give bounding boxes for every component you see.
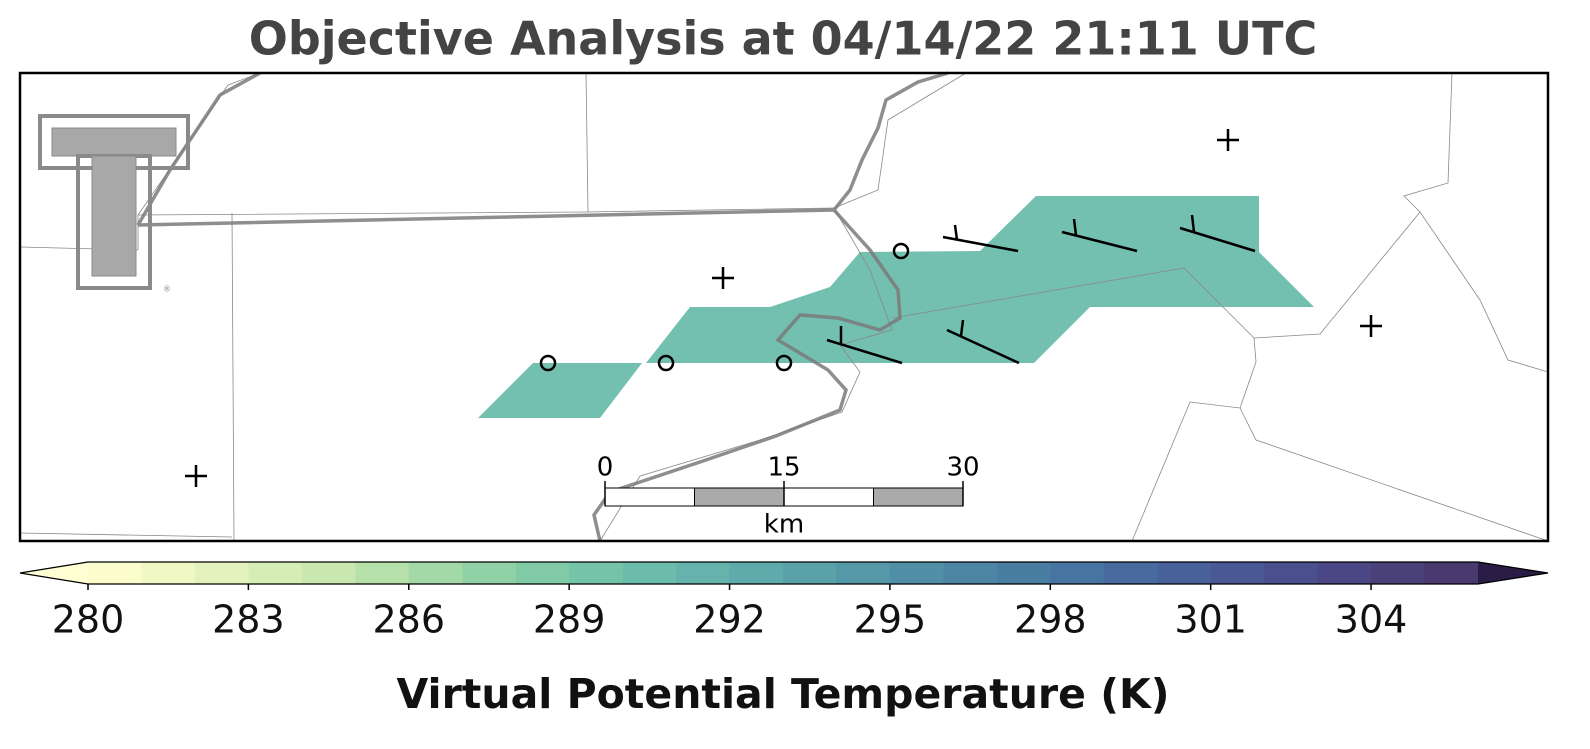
colorbar-level	[515, 562, 570, 584]
scale-unit: km	[764, 510, 804, 540]
colorbar-level	[462, 562, 517, 584]
colorbar-level	[676, 562, 731, 584]
colorbar-level	[1103, 562, 1158, 584]
colorbar-level	[1264, 562, 1319, 584]
scale-segment	[783, 487, 874, 507]
scale-tick-label: 0	[597, 453, 614, 483]
scale-segment	[873, 487, 964, 507]
colorbar-level	[1317, 562, 1372, 584]
colorbar-level	[729, 562, 784, 584]
wind-barbs	[826, 214, 1256, 365]
colorbar-level	[88, 562, 142, 584]
svg-text:®: ®	[163, 285, 171, 294]
colorbar-level	[1424, 562, 1479, 584]
scale-bar: 0 15 30 km	[597, 453, 980, 540]
colorbar-level	[569, 562, 624, 584]
colorbar-tick-label: 304	[1335, 598, 1408, 642]
colorbar-extend-low	[20, 562, 88, 584]
colorbar-level	[141, 562, 196, 584]
colorbar-tick-label: 295	[854, 598, 927, 642]
colorbar-level	[996, 562, 1051, 584]
colorbar-level	[783, 562, 837, 584]
colorbar-level	[1210, 562, 1265, 584]
colorbar-tick-label: 283	[212, 598, 285, 642]
colorbar-tick-label: 298	[1014, 598, 1087, 642]
colorbar-level	[301, 562, 356, 584]
scale-segment	[604, 487, 695, 507]
scale-tick-label: 30	[946, 453, 979, 483]
colorbar-tick-label: 280	[52, 598, 125, 642]
map-frame	[18, 71, 1550, 543]
colorbar-level	[194, 562, 249, 584]
colorbar-level	[355, 562, 410, 584]
colorbar-label: Virtual Potential Temperature (K)	[397, 670, 1170, 718]
colorbar-level	[622, 562, 677, 584]
scale-segment	[694, 487, 785, 507]
river	[136, 71, 949, 542]
scale-tick-label: 15	[767, 453, 800, 483]
colorbar-level	[248, 562, 303, 584]
colorbar: 280 283 286 289 292 295 298 301 304	[19, 561, 1549, 642]
station-markers	[185, 129, 1382, 487]
colorbar-level	[1050, 562, 1105, 584]
colorbar-level	[889, 562, 944, 584]
colorbar-level	[1371, 562, 1426, 584]
colorbar-tick-label: 289	[533, 598, 606, 642]
colorbar-level	[408, 562, 463, 584]
colorbar-level	[943, 562, 998, 584]
title: Objective Analysis at 04/14/22 21:11 UTC	[249, 12, 1318, 66]
map: ® 0 15 30 km	[18, 71, 1550, 543]
colorbar-level	[836, 562, 891, 584]
colorbar-tick-label: 292	[693, 598, 766, 642]
analysis-shading	[478, 196, 1314, 418]
colorbar-tick-label: 301	[1174, 598, 1247, 642]
texas-tech-logo: ®	[38, 114, 190, 294]
colorbar-level	[1157, 562, 1212, 584]
colorbar-tick-label: 286	[373, 598, 446, 642]
colorbar-extend-high	[1478, 562, 1548, 584]
